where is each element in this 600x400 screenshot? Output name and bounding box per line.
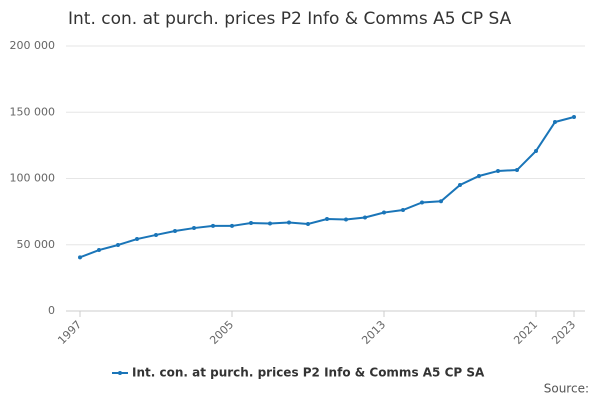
data-point bbox=[135, 237, 139, 242]
data-point bbox=[116, 243, 120, 248]
x-tick-label: 2005 bbox=[207, 318, 236, 347]
legend-label: Int. con. at purch. prices P2 Info & Com… bbox=[132, 366, 485, 380]
data-point bbox=[534, 148, 538, 153]
data-point bbox=[477, 173, 481, 178]
data-point bbox=[363, 215, 367, 220]
y-tick-label: 0 bbox=[48, 304, 55, 317]
y-tick-label: 50 000 bbox=[17, 238, 56, 251]
data-point bbox=[192, 226, 196, 231]
data-point bbox=[78, 255, 82, 260]
data-point bbox=[401, 208, 405, 213]
data-point bbox=[439, 199, 443, 204]
data-point bbox=[344, 217, 348, 222]
chart-title: Int. con. at purch. prices P2 Info & Com… bbox=[68, 9, 512, 29]
data-point bbox=[458, 182, 462, 187]
data-point bbox=[553, 120, 557, 125]
legend-swatch-dot bbox=[118, 371, 122, 375]
y-tick-label: 100 000 bbox=[10, 172, 56, 185]
data-point bbox=[211, 223, 215, 228]
data-point bbox=[306, 221, 310, 226]
data-point bbox=[249, 221, 253, 226]
data-point bbox=[496, 168, 500, 173]
data-point bbox=[572, 115, 576, 120]
data-point bbox=[268, 221, 272, 226]
x-tick-label: 2021 bbox=[511, 318, 540, 347]
data-point bbox=[287, 220, 291, 225]
x-tick-label: 2013 bbox=[359, 318, 388, 347]
data-point bbox=[154, 232, 158, 237]
data-point bbox=[515, 168, 519, 173]
data-point bbox=[97, 248, 101, 253]
data-point bbox=[173, 228, 177, 233]
x-tick-label: 2023 bbox=[549, 318, 578, 347]
data-point bbox=[420, 200, 424, 205]
series-line bbox=[79, 116, 575, 259]
data-point bbox=[382, 210, 386, 215]
data-point bbox=[230, 223, 234, 228]
source: Source: bbox=[544, 382, 589, 396]
data-point bbox=[325, 217, 329, 222]
y-tick-label: 200 000 bbox=[10, 39, 56, 52]
y-tick-label: 150 000 bbox=[10, 105, 56, 118]
x-tick-label: 1997 bbox=[55, 318, 84, 347]
